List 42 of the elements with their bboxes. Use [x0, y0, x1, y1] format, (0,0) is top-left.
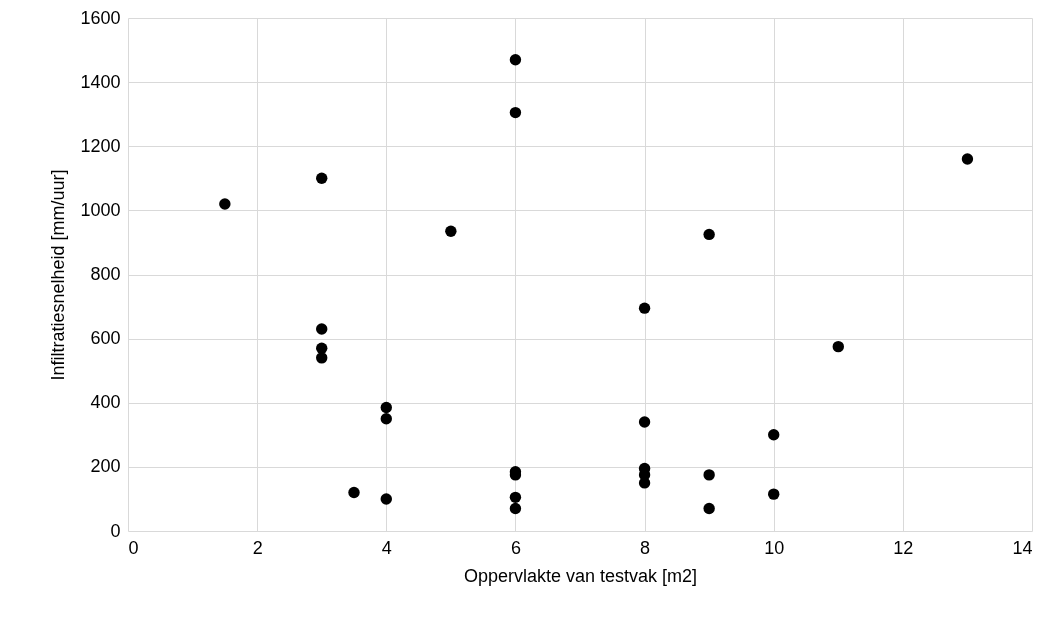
- point: [316, 172, 328, 184]
- x-tick-label: 4: [381, 537, 392, 558]
- point: [380, 413, 392, 425]
- point: [380, 493, 392, 505]
- point: [348, 486, 360, 499]
- point: [316, 342, 328, 354]
- y-tick-label: 600: [90, 328, 121, 349]
- y-tick-label: 0: [110, 520, 121, 541]
- x-axis-title: Oppervlakte van testvak [m2]: [463, 565, 698, 586]
- point: [703, 502, 715, 515]
- x-tick-label: 12: [893, 537, 914, 558]
- x-tick-label: 6: [510, 537, 521, 558]
- y-tick-label: 1000: [80, 199, 121, 220]
- point: [316, 352, 328, 364]
- y-tick-label: 400: [90, 392, 121, 413]
- point: [768, 429, 780, 441]
- point: [316, 323, 328, 335]
- point: [445, 225, 457, 237]
- point: [219, 198, 231, 210]
- y-tick-label: 800: [90, 264, 121, 284]
- x-tick-label: 10: [764, 537, 785, 558]
- point: [638, 302, 651, 314]
- y-tick-label: 1200: [80, 135, 121, 156]
- point: [509, 53, 522, 66]
- point: [509, 491, 522, 504]
- x-tick-label: 14: [1012, 537, 1033, 558]
- y-tick-label: 1600: [80, 7, 121, 28]
- point: [768, 488, 780, 500]
- y-axis-title: Infiltratiesnelheid [mm/uur]: [48, 169, 69, 381]
- point: [509, 502, 522, 515]
- point: [703, 469, 715, 481]
- x-tick-label: 0: [128, 537, 139, 558]
- point: [638, 416, 651, 428]
- y-tick-label: 1400: [80, 71, 121, 92]
- x-tick-label: 8: [640, 537, 651, 558]
- x-tick-label: 2: [252, 537, 263, 558]
- point: [509, 106, 522, 119]
- point: [380, 401, 392, 414]
- y-tick-label: 200: [90, 456, 121, 477]
- point: [832, 340, 844, 353]
- point: [961, 153, 974, 165]
- point: [703, 228, 715, 241]
